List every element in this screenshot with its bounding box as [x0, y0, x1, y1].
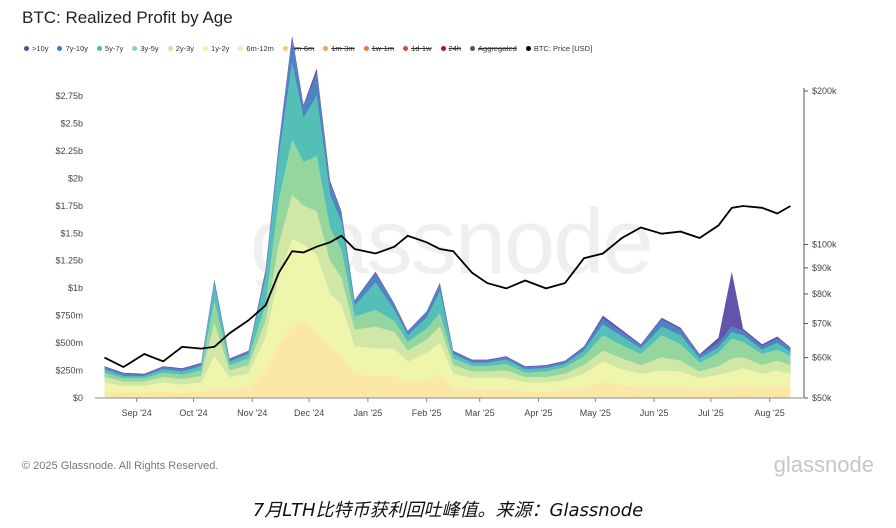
legend-item[interactable]: Aggregated: [470, 44, 517, 53]
legend-item[interactable]: 1d-1w: [403, 44, 432, 53]
y-right-tick-label: $200k: [812, 86, 837, 96]
legend-label: Aggregated: [478, 44, 517, 53]
legend-label: 3m-6m: [290, 44, 315, 53]
area-series-1y-2y: [104, 238, 791, 393]
legend-dot-icon: [525, 46, 531, 51]
legend-dot-icon: [323, 46, 329, 51]
y-left-tick-label: $1.5b: [60, 228, 83, 238]
legend-dot-icon: [440, 46, 446, 51]
legend-dot-icon: [238, 46, 244, 51]
legend-item[interactable]: 3m-6m: [282, 44, 315, 53]
area-series-2y-3y: [104, 194, 791, 386]
legend-item[interactable]: 1y-2y: [203, 44, 229, 53]
legend-label: >10y: [32, 44, 49, 53]
legend-label: 2y-3y: [175, 44, 195, 53]
chart-title: BTC: Realized Profit by Age: [22, 8, 233, 27]
legend-dot-icon: [203, 46, 209, 51]
legend-item[interactable]: 6m-12m: [238, 44, 274, 53]
y-left-tick-label: $1.25b: [55, 256, 83, 266]
y-right-tick-label: $60k: [812, 353, 832, 363]
y-left-tick-label: $2b: [68, 173, 83, 183]
legend-dot-icon: [282, 46, 288, 51]
copyright: © 2025 Glassnode. All Rights Reserved.: [22, 460, 219, 472]
legend-label: 1m-3m: [331, 44, 355, 53]
legend-item[interactable]: 2y-3y: [167, 44, 195, 53]
legend-label: 1y-2y: [211, 44, 230, 53]
x-tick-label: Jul '25: [698, 408, 724, 418]
y-right-tick-label: $90k: [812, 263, 832, 273]
y-left-tick-label: $2.5b: [60, 118, 83, 128]
legend-dot-icon: [132, 46, 138, 51]
area-series-7y-10y: [104, 41, 791, 376]
legend-item[interactable]: 24h: [440, 44, 462, 53]
area-series-5y-7y: [104, 63, 791, 379]
x-tick-label: Feb '25: [412, 408, 442, 418]
legend-dot-icon: [24, 46, 29, 51]
legend-label: 1w-1m: [371, 44, 395, 53]
x-tick-label: Jan '25: [354, 408, 383, 418]
x-tick-label: Oct '24: [179, 408, 207, 418]
x-tick-label: Nov '24: [237, 408, 267, 418]
x-tick-label: May '25: [580, 408, 611, 418]
y-left-tick-label: $500m: [55, 338, 83, 348]
x-tick-label: Sep '24: [122, 408, 152, 418]
caption: 7月LTH比特币获利回吐峰值。来源：Glassnode: [252, 500, 644, 521]
legend-dot-icon: [167, 46, 173, 51]
legend-dot-icon: [363, 46, 369, 51]
brand-logo-text: glassnode: [773, 452, 874, 477]
x-tick-label: Mar '25: [465, 408, 495, 418]
legend-item[interactable]: 5y-7y: [97, 44, 123, 53]
y-left-tick-label: $0: [73, 393, 83, 403]
y-right-tick-label: $80k: [812, 289, 832, 299]
y-left-tick-label: $1.75b: [55, 201, 83, 211]
legend-dot-icon: [57, 46, 63, 51]
y-left-tick-label: $2.75b: [55, 91, 83, 101]
legend-item[interactable]: BTC: Price [USD]: [525, 44, 593, 53]
y-right-tick-label: $70k: [812, 318, 832, 328]
area-series-3y-5y: [104, 139, 791, 382]
x-tick-label: Apr '25: [524, 408, 552, 418]
legend-dot-icon: [470, 46, 476, 51]
y-left-tick-label: $2.25b: [55, 146, 83, 156]
legend-label: 1d-1w: [411, 44, 432, 53]
legend-label: 6m-12m: [246, 44, 274, 53]
legend-label: 24h: [448, 44, 462, 53]
legend-label: 7y-10y: [65, 44, 88, 53]
y-right-tick-label: $100k: [812, 240, 837, 250]
legend-dot-icon: [97, 46, 102, 51]
legend-item[interactable]: 1w-1m: [363, 44, 395, 53]
y-right-tick-label: $50k: [812, 393, 832, 403]
legend-label: 5y-7y: [105, 44, 124, 53]
x-tick-label: Jun '25: [640, 408, 669, 418]
price-line: [104, 205, 791, 369]
x-tick-label: Aug '25: [755, 408, 785, 418]
area-series-6m-12m: [104, 321, 791, 398]
y-left-tick-label: $1b: [68, 283, 83, 293]
legend-item[interactable]: >10y: [24, 44, 48, 53]
legend-item[interactable]: 7y-10y: [57, 44, 88, 53]
legend-dot-icon: [403, 46, 409, 51]
y-left-tick-label: $250m: [55, 366, 83, 376]
legend-item[interactable]: 3y-5y: [132, 44, 159, 53]
legend-label: 3y-5y: [140, 44, 159, 53]
legend-item[interactable]: 1m-3m: [323, 44, 355, 53]
x-tick-label: Dec '24: [294, 408, 324, 418]
legend-label: BTC: Price [USD]: [533, 44, 593, 53]
y-left-tick-label: $750m: [55, 311, 83, 321]
legend: >10y 7y-10y 5y-7y 3y-5y 2y-3y 1y-2y 6m-12m 3m-6…: [24, 44, 592, 53]
